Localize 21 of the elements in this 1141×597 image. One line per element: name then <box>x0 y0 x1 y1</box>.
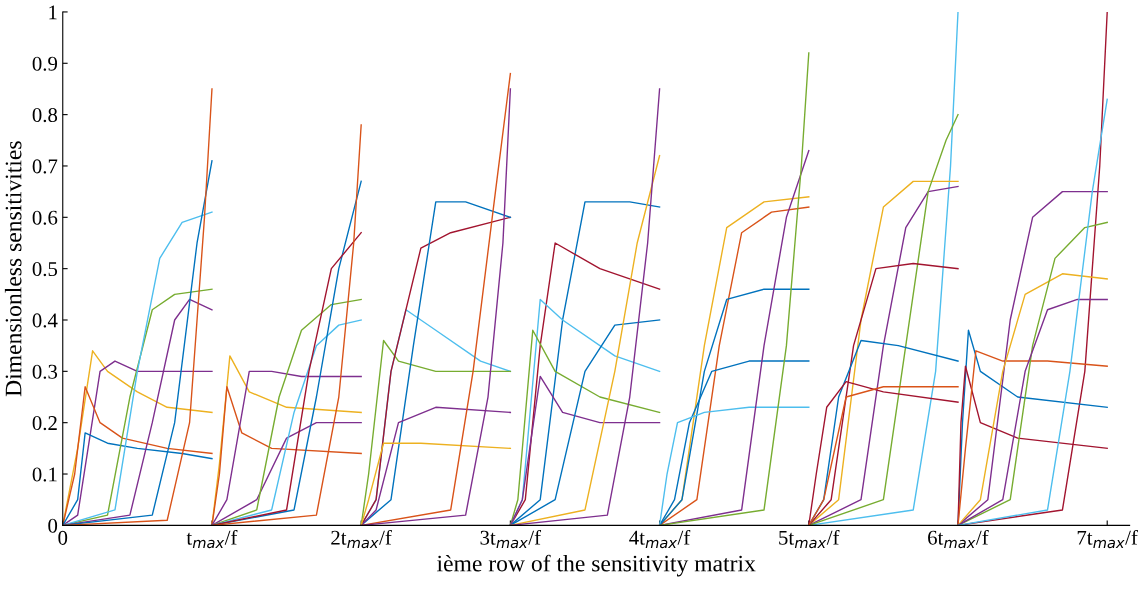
y-tick-label: 1 <box>49 5 57 20</box>
x-tick-label: 6t$_{max}$/f <box>928 529 989 549</box>
x-tick-label: 7t$_{max}$/f <box>1077 529 1138 549</box>
y-tick-label: 0.2 <box>32 416 57 431</box>
x-tick-label: 0 <box>58 530 68 545</box>
x-tick-label: 2t$_{max}$/f <box>331 529 392 549</box>
y-tick-label: 0.1 <box>32 467 57 482</box>
y-axis-title: Dimensionless sensitivities <box>4 141 22 397</box>
y-tick-label: 0.9 <box>32 56 58 71</box>
y-tick-label: 0.4 <box>32 313 58 328</box>
x-axis-title: ième row of the sensitivity matrix <box>437 554 756 577</box>
x-tick-label: 3t$_{max}$/f <box>480 529 542 549</box>
x-tick-label: t$_{max}$/f <box>186 529 238 549</box>
x-tick-label: 5t$_{max}$/f <box>779 529 840 549</box>
y-tick-label: 0.3 <box>32 364 58 379</box>
x-tick-label: 4t$_{max}$/f <box>629 529 691 549</box>
y-tick-label: 0.8 <box>32 108 58 123</box>
y-tick-label: 0 <box>48 518 58 533</box>
y-tick-label: 0.5 <box>32 262 58 277</box>
y-tick-label: 0.7 <box>32 159 58 174</box>
y-tick-label: 0.6 <box>32 210 58 225</box>
